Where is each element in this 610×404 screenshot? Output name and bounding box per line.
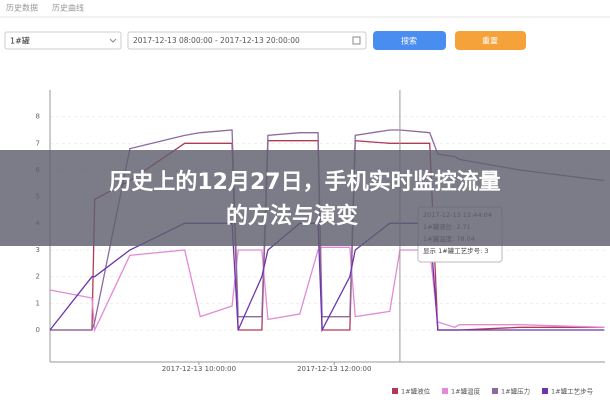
legend-swatch <box>542 388 548 394</box>
date-range-text: 2017-12-13 08:00:00 - 2017-12-13 20:00:0… <box>133 36 300 45</box>
legend-swatch <box>442 388 448 394</box>
select[interactable] <box>4 31 122 50</box>
caret <box>109 38 117 43</box>
legend-label: 1#罐温度 <box>451 387 481 396</box>
y-tick-label: 3 <box>36 246 40 254</box>
banner <box>0 150 610 246</box>
y-tick-label: 7 <box>36 139 40 147</box>
x-tick-label: 2017-12-13 10:00:00 <box>162 365 236 373</box>
legend-swatch <box>392 388 398 394</box>
series-line <box>49 246 605 333</box>
legend-swatch <box>492 388 498 394</box>
tooltip-line: 显示 1#罐工艺步号: 3 <box>423 246 489 255</box>
search-button[interactable] <box>373 31 446 50</box>
calendar-icon <box>352 36 361 45</box>
legend-label: 1#罐工艺步号 <box>551 387 594 396</box>
legend-label: 1#罐压力 <box>501 387 530 396</box>
reset-button[interactable] <box>455 31 526 50</box>
banner-title: 历史上的12月27日，手机实时监控流量 <box>109 169 500 195</box>
tab[interactable]: 历史数据 <box>6 3 38 13</box>
search-label: 搜索 <box>401 36 417 46</box>
y-tick-label: 0 <box>36 326 40 334</box>
y-tick-label: 2 <box>36 273 40 281</box>
select-value: 1#罐 <box>10 36 30 46</box>
tab[interactable]: 历史曲线 <box>52 3 84 13</box>
date-range[interactable] <box>127 31 367 50</box>
x-tick-label: 2017-12-13 12:00:00 <box>297 365 371 373</box>
y-tick-label: 1 <box>36 299 40 307</box>
y-tick-label: 8 <box>36 113 40 121</box>
banner-title: 的方法与演变 <box>226 203 358 229</box>
reset-label: 重置 <box>482 36 498 46</box>
legend-label: 1#罐液位 <box>401 387 431 396</box>
